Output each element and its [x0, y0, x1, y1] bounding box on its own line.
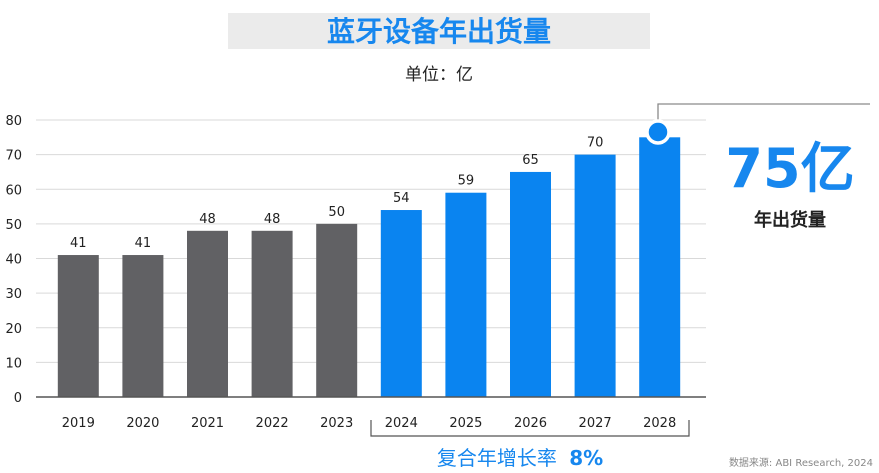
y-tick-label: 60 — [5, 183, 22, 198]
bar-2023 — [316, 223, 358, 397]
x-axis-ticks: 2019 2020 2021 2022 2023 2024 2025 2026 2027 2028 — [62, 416, 676, 431]
y-tick-label: 70 — [5, 149, 22, 164]
bars — [57, 137, 681, 397]
x-tick-label-2022: 2022 — [256, 416, 289, 431]
source-note: 数据来源: ABI Research, 2024 — [729, 456, 873, 469]
callout-marker — [645, 119, 671, 145]
data-labels: 41 41 48 48 50 54 59 65 70 — [70, 136, 603, 251]
y-tick-label: 50 — [5, 218, 22, 233]
x-tick-label-2021: 2021 — [191, 416, 224, 431]
y-tick-label: 20 — [5, 322, 22, 337]
x-tick-label-2020: 2020 — [126, 416, 159, 431]
forecast-bracket — [370, 420, 690, 437]
data-label-2025: 59 — [458, 174, 475, 189]
callout-leader-line — [657, 103, 870, 132]
bar-2026 — [510, 171, 551, 397]
x-tick-label-2025: 2025 — [449, 416, 482, 431]
data-label-2020: 41 — [135, 236, 152, 251]
data-label-2021: 48 — [199, 212, 216, 227]
y-tick-label: 30 — [5, 287, 22, 302]
y-axis-ticks: 0 10 20 30 40 50 60 70 80 — [5, 114, 22, 406]
bar-2027 — [574, 154, 616, 397]
bar-2024 — [380, 210, 422, 397]
x-tick-label-2027: 2027 — [579, 416, 612, 431]
data-label-2026: 65 — [522, 153, 539, 168]
bar-2022 — [251, 230, 293, 397]
bar-2028 — [639, 137, 681, 397]
y-tick-label: 80 — [5, 114, 22, 129]
x-tick-label-2019: 2019 — [62, 416, 95, 431]
y-tick-label: 10 — [5, 356, 22, 371]
data-label-2019: 41 — [70, 236, 87, 251]
title-background — [228, 13, 650, 49]
x-tick-label-2026: 2026 — [514, 416, 547, 431]
bar-2020 — [122, 255, 164, 397]
cagr-value: 8% — [569, 446, 603, 470]
chart-subtitle: 单位：亿 — [405, 65, 473, 85]
chart-title: 蓝牙设备年出货量 — [327, 15, 551, 48]
callout-label: 年出货量 — [754, 209, 826, 231]
data-label-2022: 48 — [264, 212, 281, 227]
bar-2021 — [187, 230, 228, 397]
x-tick-label-2023: 2023 — [320, 416, 353, 431]
cagr-prefix: 复合年增长率 — [437, 446, 557, 470]
bar-2025 — [445, 192, 487, 397]
y-tick-label: 0 — [14, 391, 22, 406]
data-label-2027: 70 — [587, 136, 604, 151]
bar-2019 — [57, 255, 99, 397]
data-label-2024: 54 — [393, 191, 410, 206]
y-tick-label: 40 — [5, 253, 22, 268]
callout-value: 75亿 — [725, 137, 854, 200]
cagr-annotation: 复合年增长率 8% — [437, 446, 603, 470]
x-tick-label-2024: 2024 — [385, 416, 418, 431]
data-label-2023: 50 — [328, 205, 345, 220]
x-tick-label-2028: 2028 — [643, 416, 676, 431]
